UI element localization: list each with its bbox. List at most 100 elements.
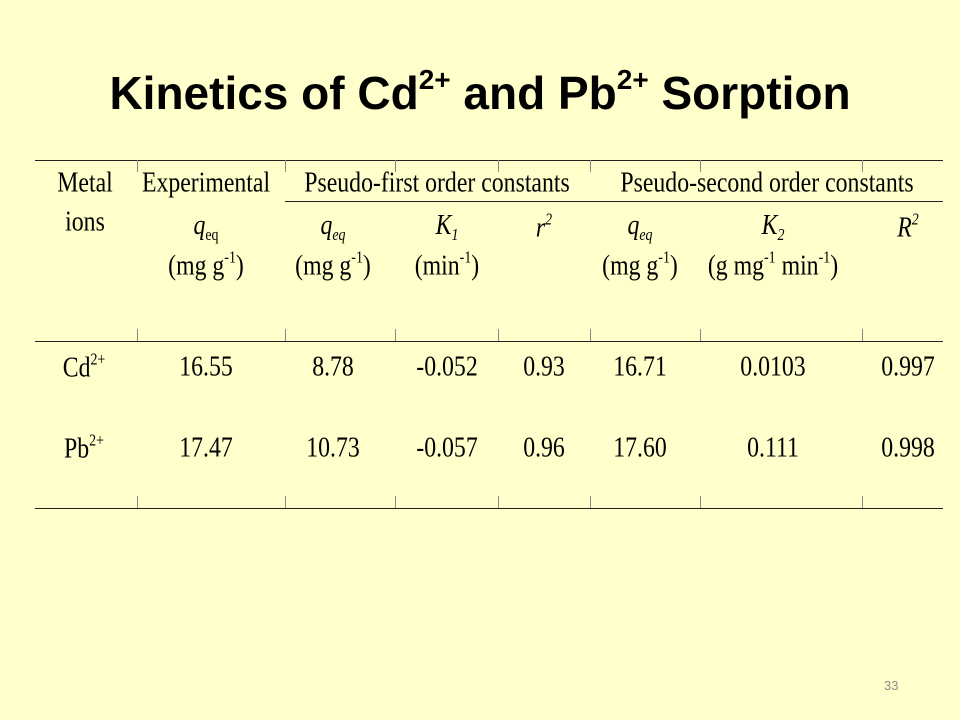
text-part: Pseudo-second order constants [620, 166, 914, 199]
text-part: -1 [764, 247, 776, 267]
table-cell: 16.71 [613, 351, 667, 384]
column-tick [590, 329, 591, 341]
table-cell: -0.057 [416, 432, 477, 465]
text-part: q [193, 209, 206, 241]
text-part: R [897, 211, 912, 244]
column-header: K1 [436, 209, 459, 245]
text-part: (mg g [602, 249, 659, 282]
text-part: -1 [351, 247, 363, 267]
title-text: and Pb [463, 67, 617, 119]
column-header: K2 [762, 209, 785, 245]
text-part: 17.60 [613, 431, 667, 464]
text-part: q [320, 209, 333, 241]
table-cell: 17.47 [179, 432, 233, 465]
column-tick [498, 496, 499, 508]
column-tick [395, 496, 396, 508]
header-cell: qeq [193, 209, 218, 245]
text-part: -1 [224, 247, 236, 267]
text-part: Pseudo-first order constants [304, 166, 570, 199]
rule [285, 201, 943, 202]
header-cell: (mg g-1) [168, 248, 244, 283]
text-part: Experimental [141, 166, 271, 199]
text-part: (g mg [707, 249, 765, 282]
column-tick [498, 160, 499, 172]
table-cell: -0.052 [416, 351, 477, 384]
rule [35, 508, 943, 509]
text-part: (mg g [295, 249, 352, 282]
text-part: 2+ [89, 430, 104, 450]
table-cell: 0.998 [881, 432, 935, 465]
text-part: Metal [57, 166, 113, 199]
table-cell: 0.0103 [740, 351, 805, 384]
text-part: 0.93 [523, 350, 565, 383]
slide-title: Kinetics of Cd2+ and Pb2+ Sorption [0, 64, 960, 120]
column-tick [700, 160, 701, 172]
column-tick [137, 496, 138, 508]
text-part: min [781, 249, 819, 282]
column-tick [285, 160, 286, 172]
text-part: 2 [777, 225, 785, 244]
text-part: ) [471, 249, 480, 282]
text-part: (mg g [168, 249, 225, 282]
column-tick [498, 329, 499, 341]
text-part: 0.0103 [740, 350, 806, 383]
rule [35, 341, 943, 342]
table-cell: 16.55 [179, 351, 233, 384]
table-cell: 17.60 [613, 432, 667, 465]
column-tick [700, 329, 701, 341]
title-text: Sorption [661, 67, 851, 119]
text-part: ) [362, 249, 371, 282]
text-part: eq [639, 225, 653, 244]
page-number: 33 [884, 678, 899, 693]
text-part: 0.997 [881, 350, 935, 383]
rule [35, 160, 943, 161]
column-tick [395, 329, 396, 341]
table-cell: 8.78 [312, 351, 354, 384]
group-header: Pseudo-second order constants [620, 167, 913, 200]
column-header: qeq [627, 209, 652, 245]
text-part: 0.96 [523, 431, 565, 464]
text-part: 16.55 [179, 350, 233, 383]
column-unit: (g mg-1 min-1) [708, 248, 838, 283]
text-part: -1 [658, 247, 670, 267]
column-unit: (mg g-1) [602, 248, 678, 283]
text-part: q [627, 209, 640, 241]
text-part: ) [830, 249, 839, 282]
column-tick [862, 160, 863, 172]
column-tick [285, 496, 286, 508]
text-part: -0.057 [416, 431, 478, 464]
title-sup: 2+ [418, 64, 451, 95]
text-part: (min [414, 249, 460, 282]
column-unit: (mg g-1) [295, 248, 371, 283]
text-part: -1 [818, 247, 831, 267]
row-label: Pb2+ [64, 431, 104, 466]
text-part: eq [332, 225, 346, 244]
text-part: eq [205, 225, 219, 244]
row-label: Cd2+ [63, 350, 106, 385]
column-tick [590, 496, 591, 508]
text-part: K [761, 209, 778, 241]
text-part: K [435, 209, 452, 241]
text-part: 16.71 [613, 350, 667, 383]
header-cell: Experimental [142, 167, 270, 200]
header-cell: ions [65, 206, 105, 239]
text-part: 8.78 [312, 350, 354, 383]
column-tick [590, 160, 591, 172]
column-header: R2 [897, 210, 918, 245]
text-part: 2+ [90, 349, 106, 369]
column-header: r2 [536, 210, 552, 245]
text-part: r [535, 211, 546, 244]
title-text: Kinetics of Cd [109, 67, 419, 119]
column-unit: (min-1) [415, 248, 479, 283]
group-header: Pseudo-first order constants [304, 167, 570, 200]
column-tick [700, 496, 701, 508]
table-cell: 0.997 [881, 351, 935, 384]
table-cell: 0.111 [747, 432, 799, 465]
column-tick [862, 496, 863, 508]
title-sup: 2+ [616, 64, 649, 95]
text-part: 17.47 [179, 431, 233, 464]
text-part: -0.052 [416, 350, 478, 383]
text-part: 2 [911, 209, 919, 229]
column-tick [395, 160, 396, 172]
